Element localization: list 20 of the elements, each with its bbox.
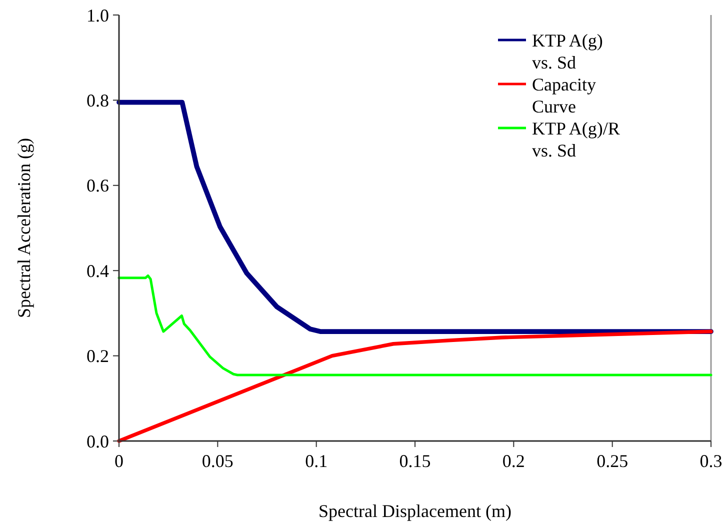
y-axis-title: Spectral Acceleration (g) — [14, 138, 34, 318]
y-tick-label: 0.2 — [86, 346, 109, 366]
y-tick-label: 0.0 — [86, 431, 109, 452]
legend-label: KTP A(g) vs. Sd — [532, 30, 603, 72]
line-series — [118, 274, 712, 376]
x-tick-label: 0.2 — [502, 451, 525, 471]
x-tick-label: 0.15 — [399, 451, 431, 471]
legend-label: KTP A(g)/R vs. Sd — [532, 118, 620, 160]
x-tick-label: 0.3 — [700, 451, 722, 471]
x-tick-label: 0 — [114, 451, 124, 471]
x-tick-label: 0.1 — [305, 451, 328, 471]
line-series — [116, 100, 714, 334]
legend-label: Capacity Curve — [532, 74, 596, 116]
x-tick-label: 0.05 — [202, 451, 234, 471]
y-tick-label: 0.6 — [86, 176, 109, 196]
x-tick-label: 0.25 — [596, 451, 628, 471]
y-tick-label: 1.0 — [86, 5, 109, 26]
x-axis-title: Spectral Displacement (m) — [318, 501, 512, 521]
y-tick-label: 0.4 — [86, 260, 109, 281]
y-tick-label: 0.8 — [86, 90, 109, 110]
